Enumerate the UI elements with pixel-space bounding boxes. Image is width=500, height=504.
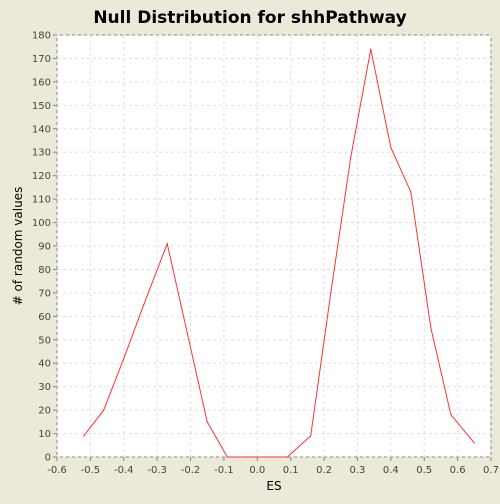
x-tick-label: 0.7 (483, 465, 499, 476)
y-tick-label: 70 (38, 288, 51, 299)
x-tick-label: -0.1 (214, 465, 234, 476)
data-point (266, 456, 268, 458)
x-tick-label: -0.4 (114, 465, 134, 476)
y-tick-label: 140 (32, 124, 51, 135)
x-tick-label: 0.4 (383, 465, 399, 476)
x-tick-label: 0.3 (350, 465, 366, 476)
data-point (330, 292, 332, 294)
y-tick-label: 30 (38, 382, 51, 393)
y-tick-label: 110 (32, 195, 51, 206)
data-point (370, 48, 372, 50)
data-point (473, 442, 475, 444)
axes: -0.6 -0.5 -0.4 -0.3 -0.2 -0.1 0.0 0.1 0.2 0.3 0.4 0… (32, 31, 499, 477)
y-tick-label: 120 (32, 171, 51, 182)
y-tick-label: 90 (38, 242, 51, 253)
data-point (450, 414, 452, 416)
y-tick-label: 160 (32, 77, 51, 88)
data-point (123, 357, 125, 360)
x-tick-label: 0.5 (416, 465, 432, 476)
y-tick-label: 130 (32, 148, 51, 159)
data-point (206, 421, 208, 423)
x-tick-label: -0.5 (81, 465, 101, 476)
data-point (430, 327, 432, 329)
y-tick-label: 10 (38, 429, 51, 440)
x-tick-label: -0.6 (47, 465, 67, 476)
series-line (83, 49, 475, 458)
y-tick-label: 60 (38, 312, 51, 323)
series-layer (83, 48, 475, 458)
y-tick-label: 50 (38, 335, 51, 346)
y-axis-label: # of random values (11, 187, 25, 306)
data-point (286, 456, 288, 458)
y-tick-label: 170 (32, 54, 51, 65)
x-tick-label: 0.1 (283, 465, 299, 476)
y-tick-label: 40 (38, 359, 51, 370)
y-tick-label: 100 (32, 218, 51, 229)
data-point (350, 156, 352, 158)
data-point (186, 332, 188, 334)
data-point (246, 456, 248, 458)
y-tick-label: 180 (32, 31, 51, 42)
data-point (310, 435, 312, 437)
x-tick-label: -0.3 (147, 465, 167, 476)
y-tick-label: 80 (38, 265, 51, 276)
x-tick-label: -0.2 (181, 465, 201, 476)
y-tick-label: 20 (38, 406, 51, 417)
data-point (143, 304, 145, 306)
data-point (83, 435, 85, 437)
data-point (166, 243, 168, 245)
x-tick-label: 0.6 (450, 465, 466, 476)
y-tick-label: 0 (45, 453, 51, 464)
data-point (226, 456, 228, 458)
data-point (410, 191, 412, 193)
x-tick-label: 0.2 (316, 465, 332, 476)
x-tick-label: 0.0 (249, 465, 265, 476)
y-tick-label: 150 (32, 101, 51, 112)
data-point (103, 409, 105, 411)
data-point (390, 146, 392, 149)
x-axis-label: ES (266, 479, 281, 493)
chart-title: Null Distribution for shhPathway (93, 8, 406, 28)
